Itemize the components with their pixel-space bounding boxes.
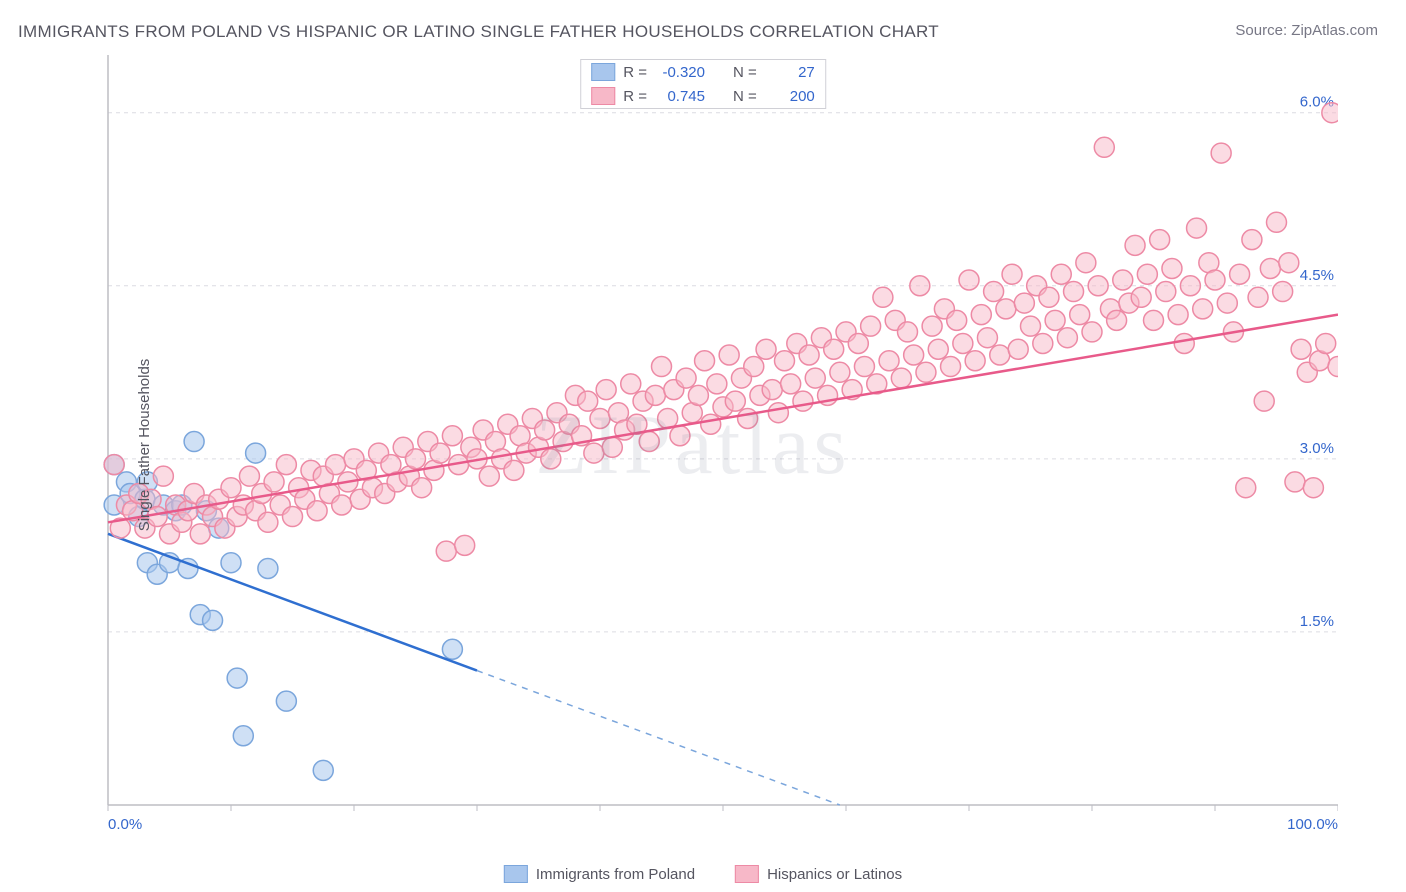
stats-row-series-2: R = 0.745 N = 200	[581, 84, 825, 108]
stats-row-series-1: R = -0.320 N = 27	[581, 60, 825, 84]
legend-item-1: Immigrants from Poland	[504, 865, 695, 883]
n-value-1: 27	[765, 64, 815, 81]
legend-swatch-2	[735, 865, 759, 883]
r-value-1: -0.320	[655, 64, 705, 81]
svg-text:3.0%: 3.0%	[1300, 440, 1334, 457]
legend-item-2: Hispanics or Latinos	[735, 865, 902, 883]
legend-label-2: Hispanics or Latinos	[767, 866, 902, 883]
swatch-series-2	[591, 87, 615, 105]
legend-label-1: Immigrants from Poland	[536, 866, 695, 883]
y-axis-label: Single Father Households	[136, 359, 153, 532]
svg-text:100.0%: 100.0%	[1287, 816, 1338, 833]
stats-legend: R = -0.320 N = 27 R = 0.745 N = 200	[580, 59, 826, 109]
source-label: Source: ZipAtlas.com	[1235, 22, 1378, 39]
svg-text:0.0%: 0.0%	[108, 816, 142, 833]
swatch-series-1	[591, 63, 615, 81]
r-label: R =	[623, 64, 647, 81]
chart-title: IMMIGRANTS FROM POLAND VS HISPANIC OR LA…	[18, 22, 939, 42]
source-link[interactable]: ZipAtlas.com	[1291, 22, 1378, 39]
bottom-legend: Immigrants from Poland Hispanics or Lati…	[504, 865, 902, 883]
n-label: N =	[733, 64, 757, 81]
svg-text:4.5%: 4.5%	[1300, 267, 1334, 284]
legend-swatch-1	[504, 865, 528, 883]
source-prefix: Source:	[1235, 22, 1287, 39]
n-value-2: 200	[765, 88, 815, 105]
scatter-plot: 1.5%3.0%4.5%6.0%0.0%100.0%	[48, 55, 1338, 835]
r-value-2: 0.745	[655, 88, 705, 105]
n-label: N =	[733, 88, 757, 105]
chart-container: Single Father Households 1.5%3.0%4.5%6.0…	[48, 55, 1338, 835]
svg-text:1.5%: 1.5%	[1300, 613, 1334, 630]
r-label: R =	[623, 88, 647, 105]
